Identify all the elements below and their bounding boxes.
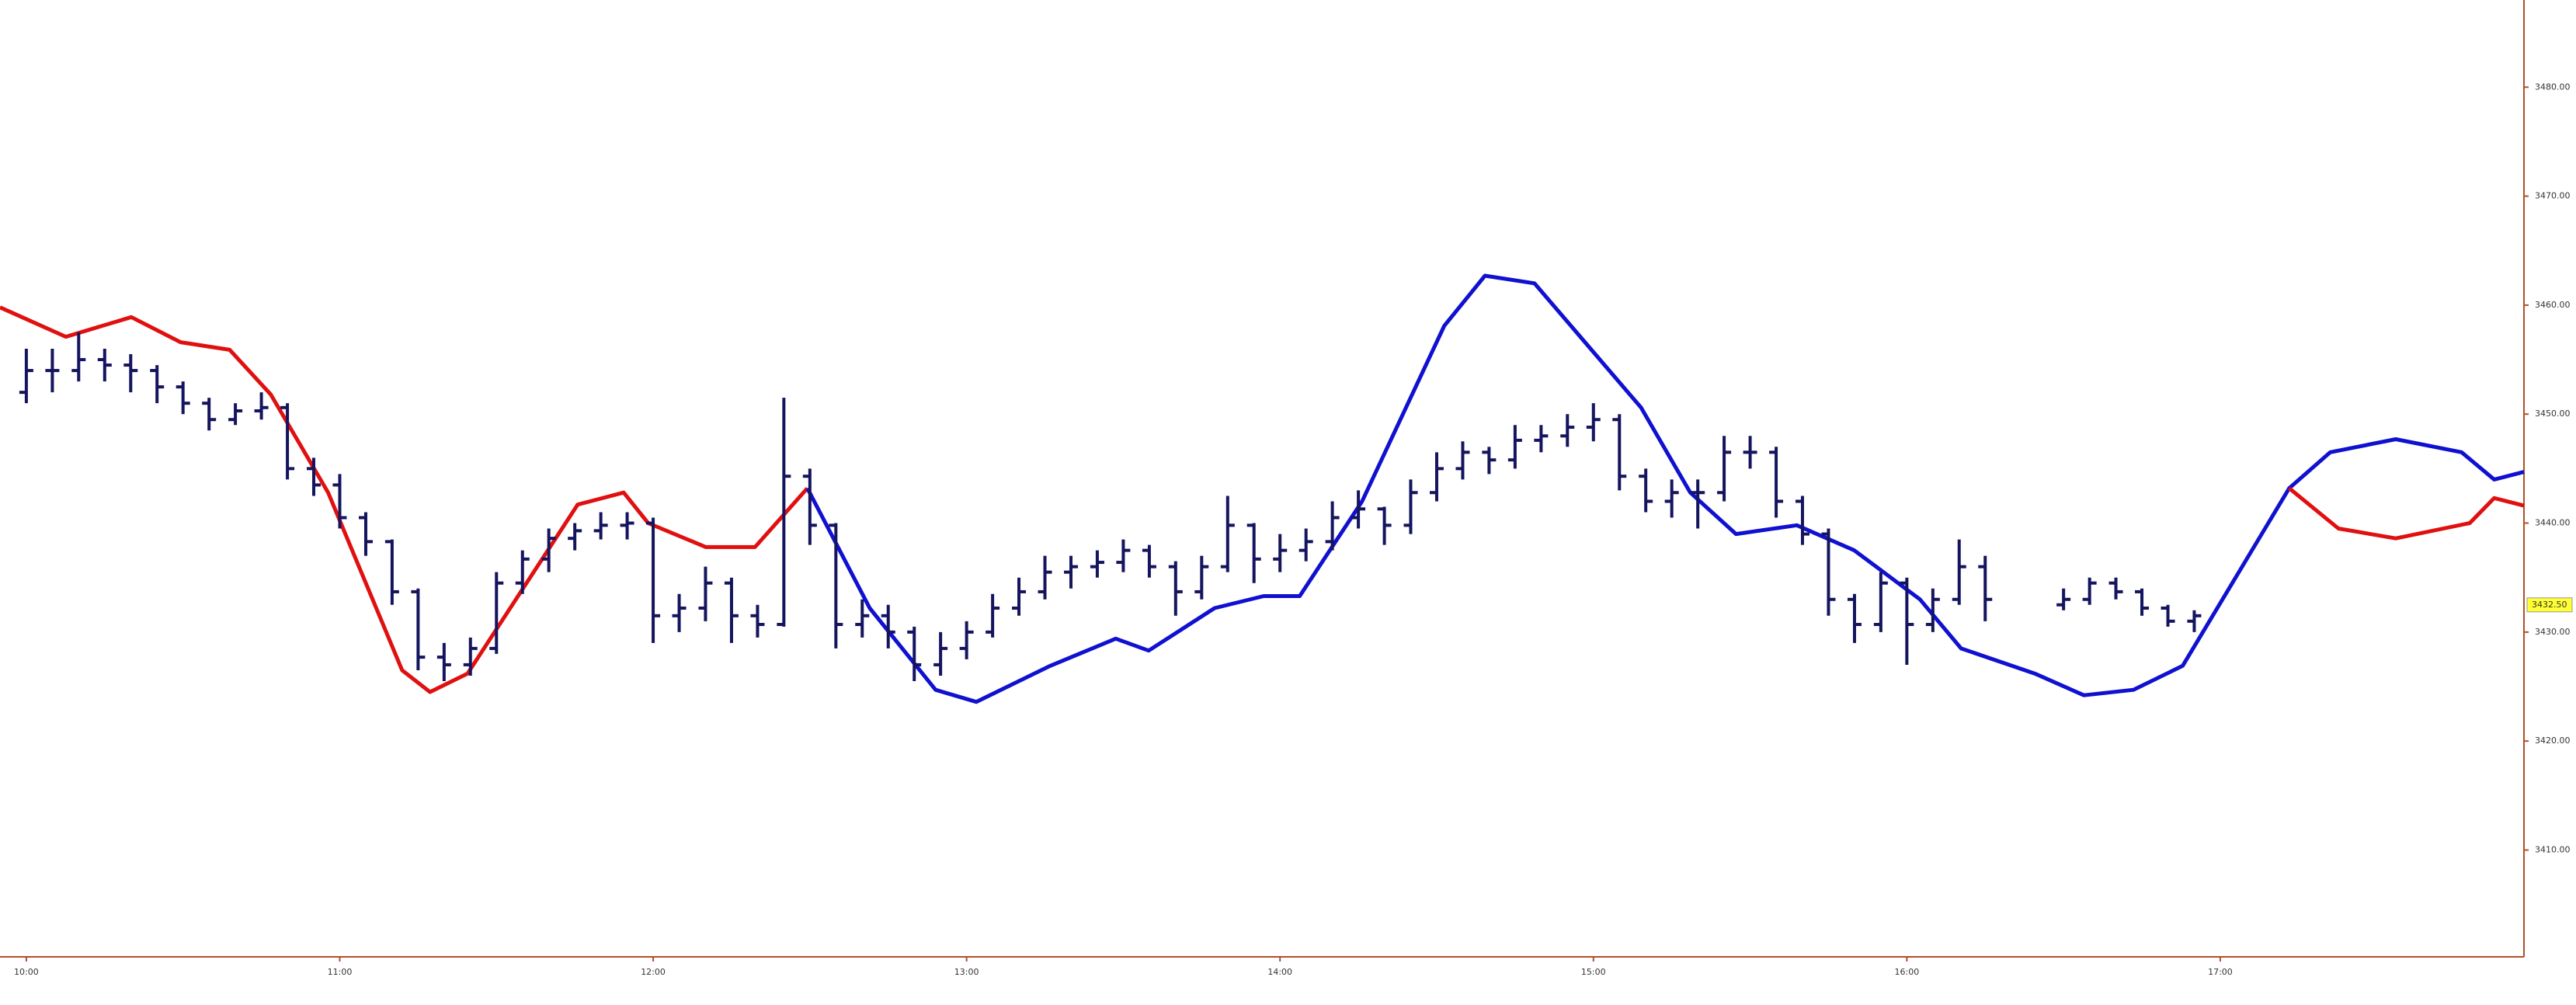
x-tick-label: 14:00 (1267, 967, 1292, 977)
x-tick-label: 11:00 (328, 967, 353, 977)
y-tick-label: 3430.00 (2535, 627, 2571, 637)
indicator-line (2288, 486, 2525, 541)
y-tick-label: 3410.00 (2535, 844, 2571, 854)
y-tick-label: 3480.00 (2535, 82, 2571, 92)
y-tick-label: 3470.00 (2535, 191, 2571, 201)
last-price-box (2526, 597, 2573, 613)
x-tick-label: 10:00 (14, 967, 39, 977)
x-tick-label: 12:00 (641, 967, 666, 977)
x-tick-label: 17:00 (2208, 967, 2233, 977)
y-tick-label: 3420.00 (2535, 735, 2571, 746)
y-tick-label: 3460.00 (2535, 300, 2571, 310)
last-price-label: 3432.50 (2532, 600, 2567, 610)
indicator-line (0, 305, 809, 694)
y-tick-label: 3450.00 (2535, 409, 2571, 419)
y-tick-label: 3440.00 (2535, 518, 2571, 528)
x-tick-label: 13:00 (954, 967, 979, 977)
x-tick-label: 16:00 (1895, 967, 1920, 977)
x-tick-label: 15:00 (1581, 967, 1606, 977)
